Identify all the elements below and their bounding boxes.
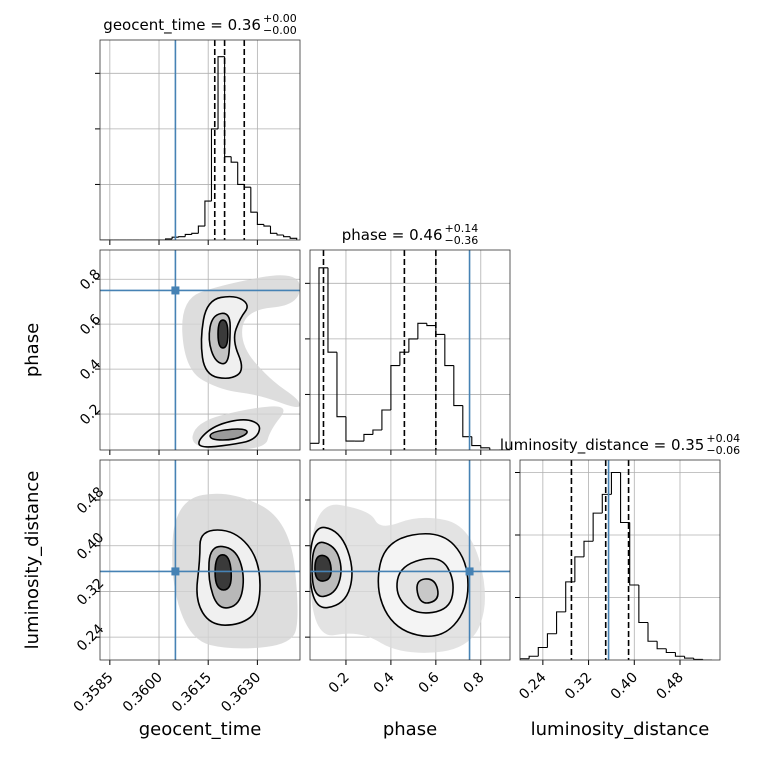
histogram-bin — [426, 323, 436, 327]
histogram-bin — [197, 225, 205, 234]
contour — [209, 428, 248, 441]
histogram-bin — [444, 334, 454, 367]
panel — [100, 40, 300, 240]
panel-title: luminosity_distance = 0.35 — [500, 436, 704, 455]
contour — [314, 554, 332, 582]
histogram-bin — [256, 212, 264, 225]
histogram-bin — [390, 365, 400, 410]
histogram-bin — [263, 224, 271, 227]
histogram-bin — [574, 556, 584, 582]
histogram-bin — [684, 656, 694, 659]
histogram-bin — [417, 322, 427, 339]
histogram-bin — [546, 633, 557, 648]
panel-frame — [309, 459, 511, 661]
histogram-bin — [184, 233, 192, 237]
title-superscript: +0.00 — [263, 12, 297, 25]
histogram-bin — [592, 512, 603, 542]
histogram-bin — [191, 232, 199, 235]
panel — [100, 250, 300, 450]
histogram-bin — [178, 236, 186, 238]
histogram-bin — [283, 235, 291, 238]
histogram-bin — [250, 187, 258, 213]
panel — [310, 460, 510, 660]
histogram-bin — [528, 655, 539, 659]
histogram-bin — [310, 442, 319, 450]
histogram-bin — [276, 233, 284, 236]
histogram-bin — [647, 622, 658, 642]
histogram-bin — [489, 447, 499, 450]
histogram-bin — [399, 351, 409, 366]
x-axis-label: geocent_time — [139, 719, 262, 740]
histogram-bin — [702, 659, 712, 660]
histogram-bin — [620, 472, 630, 524]
panel-frame — [99, 459, 301, 661]
panel — [310, 250, 510, 450]
histogram-bin — [363, 433, 373, 442]
title-subscript: −0.06 — [706, 444, 740, 457]
x-axis-label: luminosity_distance — [531, 719, 710, 740]
title-subscript: −0.00 — [263, 24, 297, 37]
histogram-bin — [217, 56, 225, 129]
histogram-bin — [345, 416, 355, 442]
histogram-bin — [693, 658, 703, 660]
histogram-bin — [610, 471, 621, 495]
histogram-bin — [210, 128, 219, 202]
histogram-bin — [480, 445, 490, 449]
title-superscript: +0.14 — [445, 222, 479, 235]
truth-marker — [171, 286, 180, 295]
panel — [100, 460, 300, 660]
histogram-bin — [674, 652, 685, 657]
histogram-bin — [638, 585, 648, 624]
histogram-bin — [453, 365, 463, 407]
histogram-bin — [327, 267, 337, 353]
histogram-bin — [204, 200, 212, 227]
y-axis-label: luminosity_distance — [22, 471, 43, 650]
histogram-bin — [556, 611, 566, 634]
histogram-bin — [230, 156, 238, 163]
panel-title: geocent_time = 0.36 — [103, 16, 261, 35]
histogram-bin — [269, 226, 278, 234]
histogram-bin — [372, 429, 382, 435]
histogram-bin — [656, 641, 667, 650]
histogram-bin — [520, 658, 530, 660]
panel-frame — [99, 249, 301, 451]
histogram-bin — [665, 648, 676, 654]
histogram-bin — [408, 338, 418, 353]
truth-marker — [171, 567, 180, 576]
histogram-bin — [629, 522, 639, 586]
truth-marker — [465, 567, 474, 576]
title-superscript: +0.04 — [706, 432, 740, 445]
y-axis-label: phase — [22, 323, 43, 377]
histogram-bin — [537, 646, 548, 657]
panel — [520, 460, 720, 660]
histogram-bin — [336, 352, 346, 418]
histogram-bin — [237, 162, 245, 185]
histogram-bin — [318, 267, 328, 444]
contour — [214, 554, 233, 591]
histogram-bin — [289, 236, 298, 240]
panel-frame — [99, 39, 301, 241]
histogram-bin — [471, 436, 481, 447]
histogram-bin — [381, 409, 391, 430]
title-subscript: −0.36 — [445, 234, 479, 247]
x-axis-label: phase — [383, 719, 437, 740]
histogram-bin — [171, 236, 179, 239]
histogram-bin — [583, 540, 594, 557]
panel-title: phase = 0.46 — [342, 226, 443, 244]
contour — [416, 578, 439, 604]
contour — [217, 319, 229, 349]
panel-frame — [309, 249, 511, 451]
panel-frame — [519, 459, 721, 661]
